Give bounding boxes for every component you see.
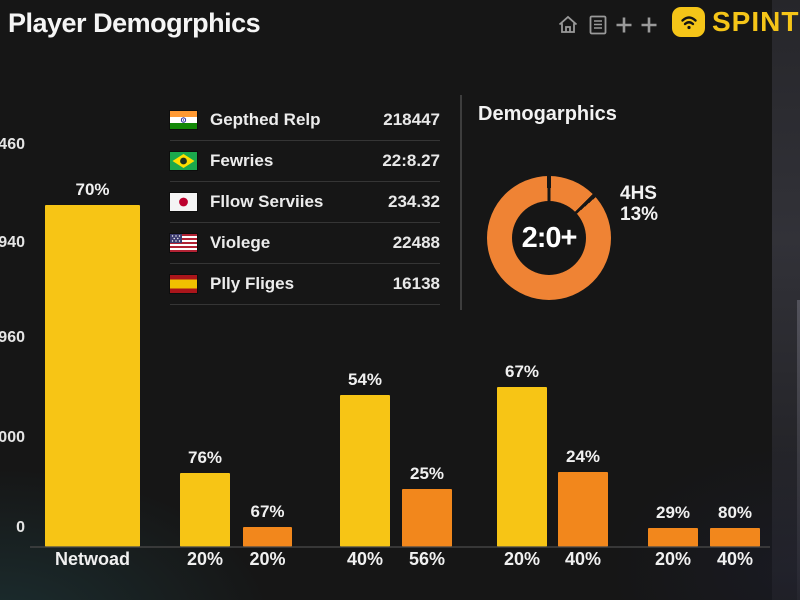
japan-flag-icon bbox=[170, 193, 197, 211]
x-axis-label: 20% bbox=[503, 549, 541, 569]
logo-wordmark: SPINT bbox=[712, 6, 800, 37]
x-axis-label: 40% bbox=[716, 549, 754, 569]
country-label: Plly Fliges bbox=[210, 274, 295, 293]
demographics-donut-chart: 2:0+ bbox=[487, 176, 611, 300]
x-axis-label: 40% bbox=[346, 549, 384, 569]
x-axis-label: 20% bbox=[654, 549, 692, 569]
app-logo[interactable] bbox=[672, 7, 705, 37]
panel-divider bbox=[460, 95, 462, 310]
plus-icon[interactable] bbox=[613, 14, 635, 36]
bar-value-label: 24% bbox=[565, 447, 601, 466]
country-value: 234.32 bbox=[388, 192, 440, 211]
country-label: Fewries bbox=[210, 151, 274, 170]
wifi-icon bbox=[680, 16, 697, 30]
donut-center-label: 2:0+ bbox=[521, 221, 578, 254]
donut-hole: 2:0+ bbox=[512, 201, 586, 275]
table-row: Gepthed Relp 218447 bbox=[170, 100, 440, 141]
y-axis: 460 940 960 000 0 bbox=[0, 0, 26, 600]
y-axis-tick: 0 bbox=[16, 519, 25, 536]
bar bbox=[402, 489, 452, 547]
spain-flag-icon bbox=[170, 275, 197, 293]
donut-annotation-value: 13% bbox=[620, 204, 659, 225]
country-label: Fllow Serviies bbox=[210, 192, 324, 211]
bar bbox=[497, 387, 547, 547]
usa-flag-icon bbox=[170, 234, 197, 252]
home-icon[interactable] bbox=[556, 13, 580, 37]
bar bbox=[243, 527, 292, 547]
donut-annotation: 4HS 13% bbox=[620, 183, 658, 225]
bar-value-label: 25% bbox=[409, 464, 445, 483]
page-title: Player Demogrphics bbox=[8, 8, 261, 38]
india-flag-icon bbox=[170, 111, 197, 129]
bar-value-label: 80% bbox=[717, 503, 753, 522]
screen-edge-strip bbox=[772, 0, 800, 600]
table-row: Fllow Serviies 234.32 bbox=[170, 182, 440, 223]
y-axis-tick: 000 bbox=[0, 429, 25, 446]
bar bbox=[648, 528, 698, 547]
country-value: 22:8.27 bbox=[382, 151, 440, 170]
plus-icon[interactable] bbox=[638, 14, 660, 36]
x-axis-label: 20% bbox=[249, 549, 286, 569]
table-row: Fewries 22:8.27 bbox=[170, 141, 440, 182]
brazil-flag-icon bbox=[170, 152, 197, 170]
bar-value-label: 70% bbox=[75, 180, 110, 199]
donut-annotation-label: 4HS bbox=[620, 183, 657, 204]
bar-value-label: 54% bbox=[347, 370, 383, 389]
bar-value-label: 67% bbox=[250, 502, 285, 521]
y-axis-tick: 940 bbox=[0, 234, 25, 251]
y-axis-tick: 960 bbox=[0, 329, 25, 346]
y-axis-tick: 460 bbox=[0, 136, 25, 153]
x-axis-line bbox=[30, 546, 770, 548]
country-label: Gepthed Relp bbox=[210, 110, 321, 129]
x-axis-label: Netwoad bbox=[54, 549, 131, 569]
bar bbox=[45, 205, 140, 547]
bar-value-label: 76% bbox=[187, 448, 223, 467]
bar-value-label: 29% bbox=[655, 503, 691, 522]
country-value: 218447 bbox=[383, 110, 440, 129]
country-value: 16138 bbox=[392, 274, 440, 293]
x-axis-label: 40% bbox=[564, 549, 602, 569]
bar bbox=[180, 473, 230, 547]
bar bbox=[558, 472, 608, 547]
bar bbox=[340, 395, 390, 547]
x-axis-label: 56% bbox=[408, 549, 446, 569]
bar bbox=[710, 528, 760, 547]
document-icon[interactable] bbox=[586, 13, 610, 37]
table-row: Plly Fliges 16138 bbox=[170, 264, 440, 305]
donut-title: Demogarphics bbox=[478, 103, 617, 125]
country-label: Violege bbox=[210, 233, 271, 252]
country-value: 22488 bbox=[392, 233, 440, 252]
table-row: Violege 22488 bbox=[170, 223, 440, 264]
bar-value-label: 67% bbox=[504, 362, 540, 381]
x-axis-label: 20% bbox=[186, 549, 224, 569]
country-stats-table: Gepthed Relp 218447 Fewries 22:8.27 Fllow Se… bbox=[170, 100, 440, 305]
